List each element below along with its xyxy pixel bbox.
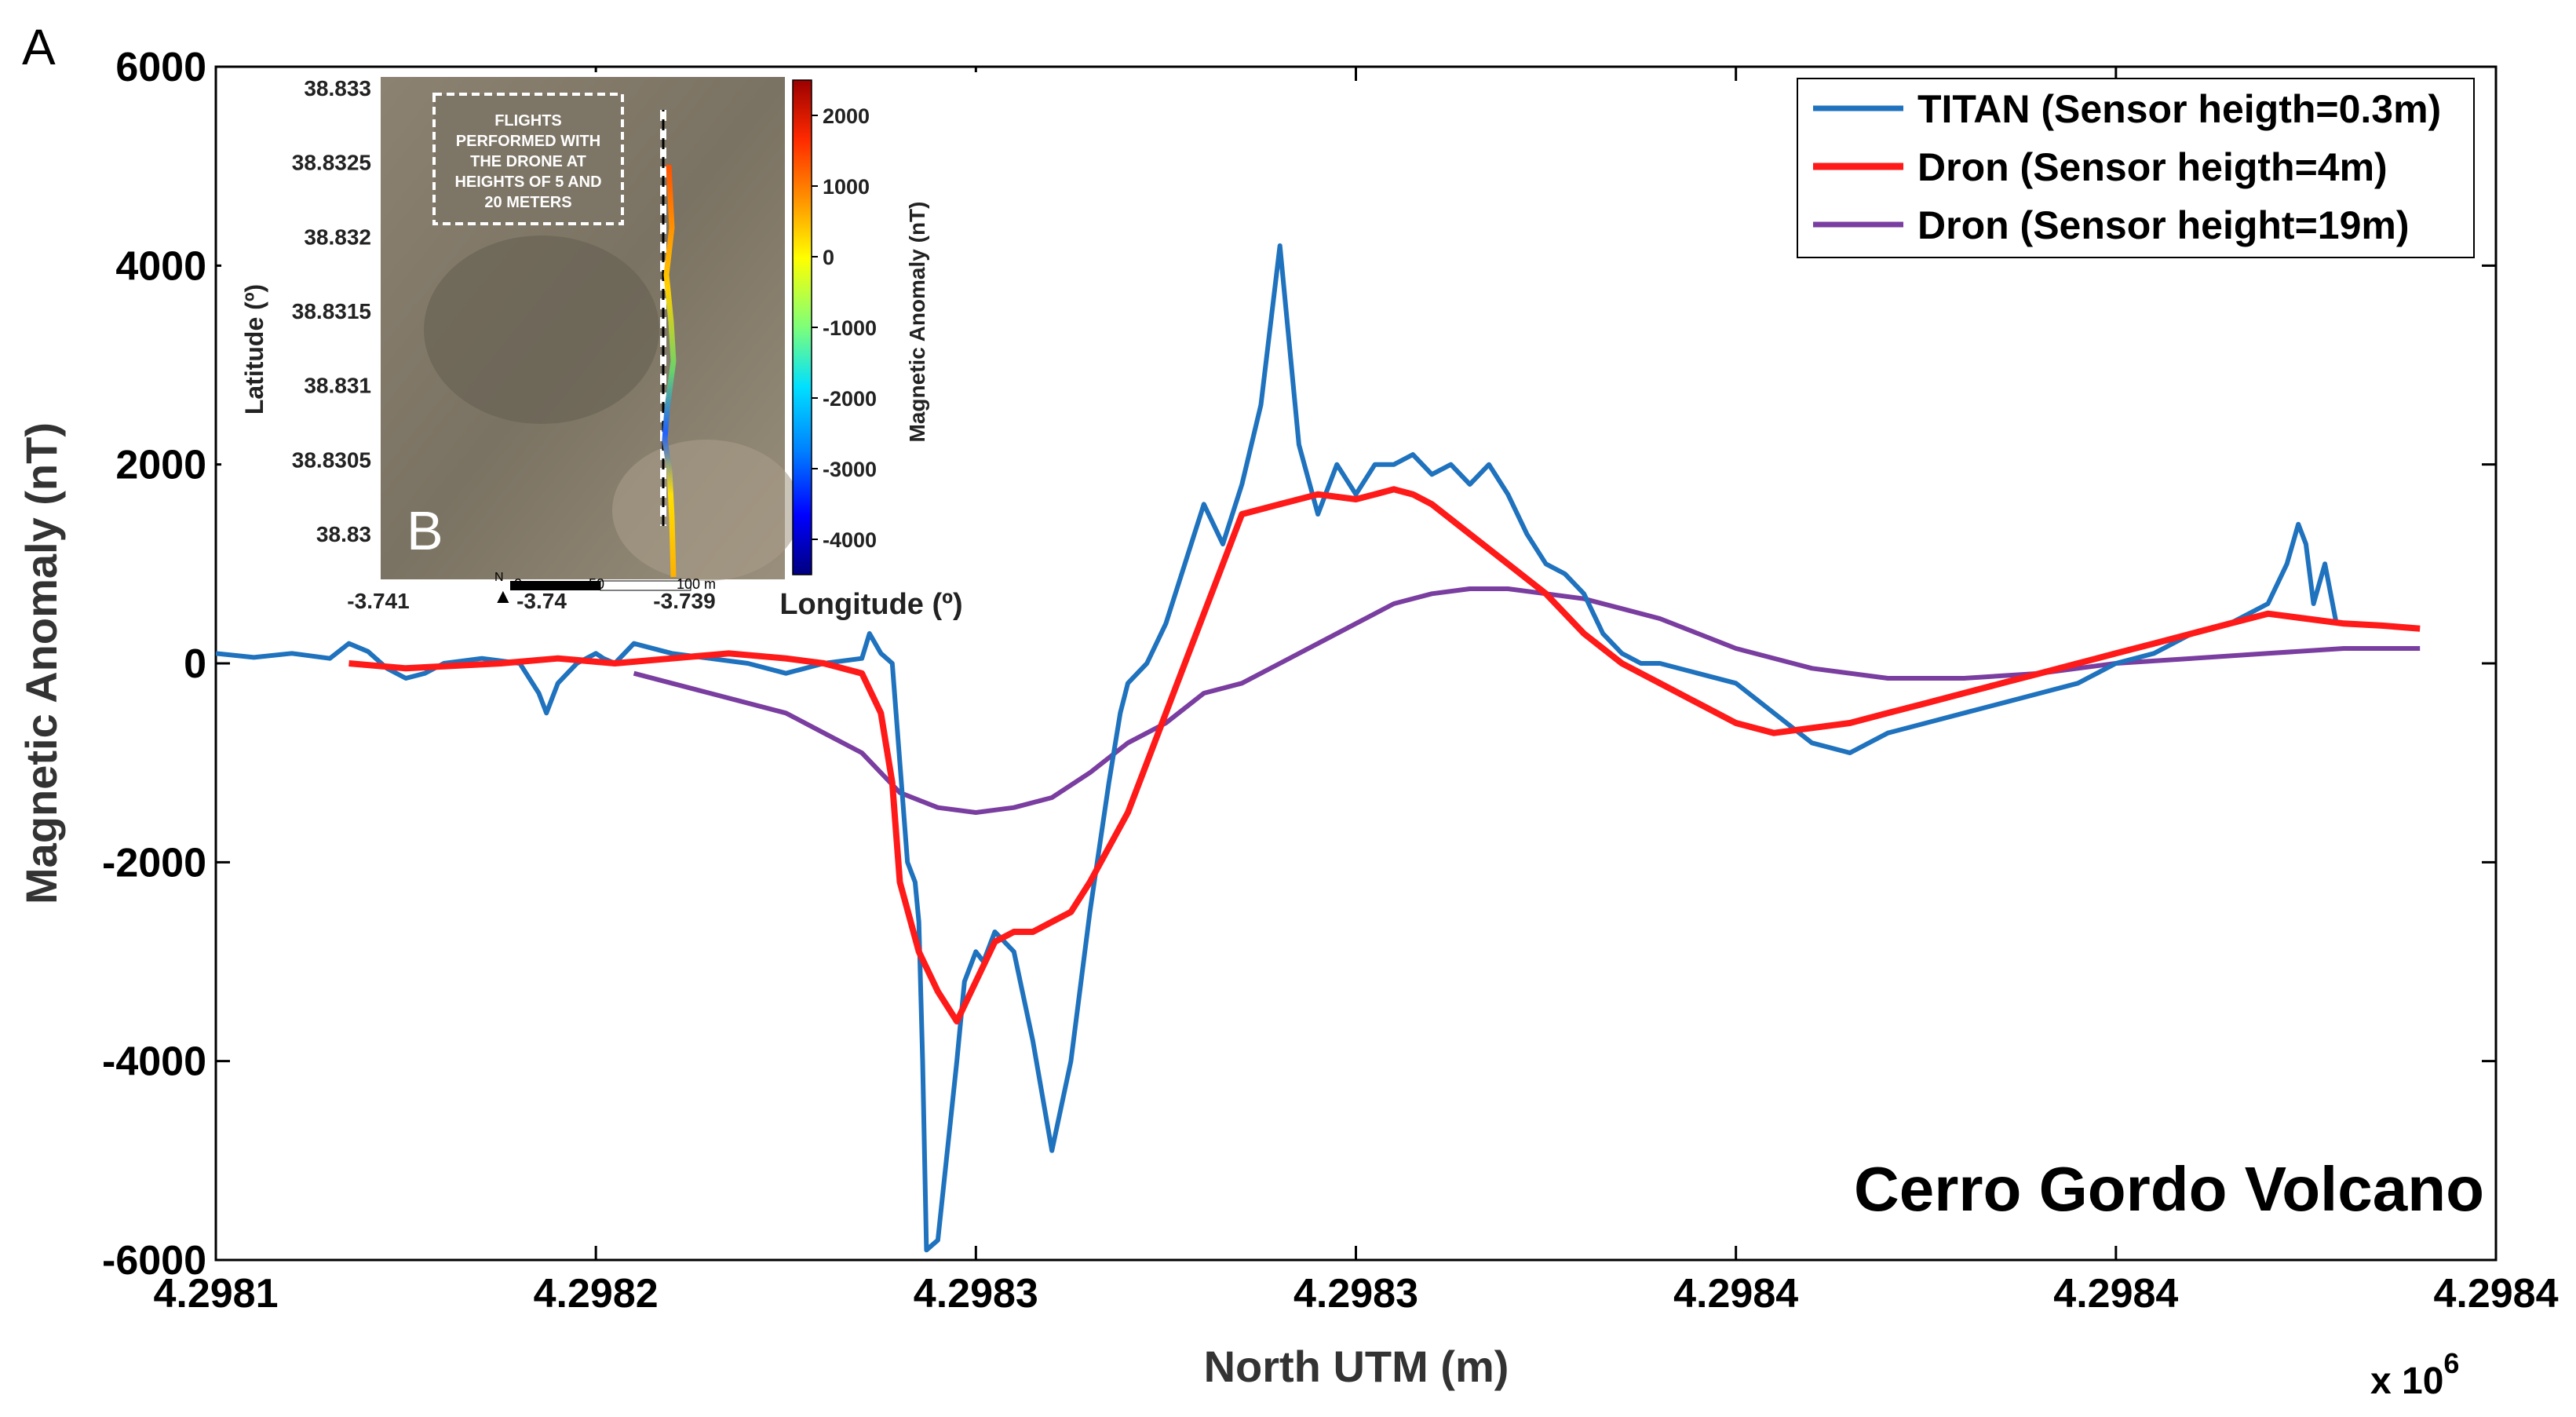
inset-lat-tick-label: 38.8315 <box>292 299 371 323</box>
inset-colorbar-ticks: 2000 1000 0 -1000 -2000 -3000 -4000 <box>812 104 877 552</box>
series-line-dron-19m <box>633 586 2421 815</box>
legend-label-titan: TITAN (Sensor heigth=0.3m) <box>1917 87 2441 131</box>
inset-latitude-label: Latitude (º) <box>240 284 268 415</box>
inset-map: FLIGHTS PERFORMED WITH THE DRONE AT HEIGHTS… <box>221 72 984 622</box>
colorbar-tick-label: -3000 <box>823 458 877 481</box>
inset-box-line: FLIGHTS <box>494 112 562 130</box>
legend-label-dron-4m: Dron (Sensor heigth=4m) <box>1917 145 2388 189</box>
y-tick-label: -2000 <box>102 840 206 886</box>
x-axis-multiplier: x 106 <box>2370 1347 2459 1402</box>
inset-scale-bar: 0 50 100 m ▲ N <box>493 571 716 608</box>
series-line-dron-4m <box>348 486 2421 1024</box>
colorbar-tick-label: -2000 <box>823 387 877 411</box>
y-tick-label: 6000 <box>115 45 206 90</box>
colorbar-tick-label: 0 <box>823 246 834 269</box>
inset-longitude-label: Longitude (º) <box>779 588 962 621</box>
inset-box-line: THE DRONE AT <box>470 153 586 170</box>
series-line-titan <box>216 243 2339 1253</box>
x-tick-label: 4.2982 <box>534 1271 659 1317</box>
inset-lon-tick-label: -3.74 <box>516 589 567 613</box>
y-ticks: -6000 -4000 -2000 0 2000 4000 6000 <box>102 45 2496 1284</box>
scale-bar-white <box>600 580 691 591</box>
inset-lat-tick-label: 38.8325 <box>292 151 371 175</box>
x-tick-label: 4.2984 <box>2433 1271 2558 1317</box>
inset-lon-tick-label: -3.741 <box>347 589 409 613</box>
x-tick-label: 4.2983 <box>1293 1271 1418 1317</box>
x-ticks: 4.2981 4.2982 4.2983 4.2983 4.2984 4.2984 4.29… <box>153 67 2559 1317</box>
inset-panel-label-b: B <box>407 500 443 561</box>
y-tick-label: 4000 <box>115 243 206 289</box>
inset-lat-tick-label: 38.832 <box>304 225 371 249</box>
colorbar-tick-label: -4000 <box>823 528 877 552</box>
y-tick-label: 0 <box>184 641 206 687</box>
colorbar-tick-label: -1000 <box>823 316 877 340</box>
series-layer <box>216 243 2421 1253</box>
inset-latitude-ticks: 38.833 38.8325 38.832 38.8315 38.831 38.8305 3… <box>292 76 371 546</box>
scale-label-50: 50 <box>589 576 604 592</box>
inset-terrain-dark <box>424 236 659 424</box>
y-tick-label: -6000 <box>102 1238 206 1284</box>
y-tick-label: -4000 <box>102 1039 206 1085</box>
inset-colorbar-label: Magnetic Anomaly (nT) <box>905 202 929 443</box>
inset-colorbar <box>792 79 812 575</box>
scale-bar-black <box>510 581 600 590</box>
north-arrow-icon: ▲ <box>493 584 513 608</box>
inset-box-line: 20 METERS <box>484 194 571 211</box>
inset-terrain-light <box>612 440 801 581</box>
colorbar-tick-label: 2000 <box>823 104 870 128</box>
panel-label-a: A <box>22 19 56 75</box>
x-tick-label: 4.2984 <box>2053 1271 2178 1317</box>
legend-label-dron-19m: Dron (Sensor height=19m) <box>1917 203 2410 247</box>
y-axis-label: Magnetic Anomaly (nT) <box>16 422 66 904</box>
inset-lat-tick-label: 38.83 <box>316 522 371 546</box>
inset-box-text: FLIGHTS PERFORMED WITH THE DRONE AT HEIGHTS… <box>454 112 601 211</box>
inset-text-box <box>432 93 624 225</box>
annotation-cerro-gordo: Cerro Gordo Volcano <box>1854 1154 2484 1224</box>
x-axis-label: North UTM (m) <box>1204 1342 1509 1391</box>
scale-label-0: 0 <box>514 576 522 592</box>
inset-flight-track <box>662 164 677 578</box>
inset-box-line: PERFORMED WITH <box>456 133 600 150</box>
inset-longitude-ticks: -3.741 -3.74 -3.739 <box>347 589 715 613</box>
inset-lat-tick-label: 38.831 <box>304 374 371 398</box>
inset-box-line: HEIGHTS OF 5 AND <box>454 173 601 191</box>
x-tick-label: 4.2983 <box>914 1271 1038 1317</box>
x-multiplier-exponent: 6 <box>2443 1347 2459 1379</box>
inset-lon-tick-label: -3.739 <box>653 589 715 613</box>
x-tick-label: 4.2984 <box>1673 1271 1798 1317</box>
scale-label-100: 100 m <box>677 576 716 592</box>
legend-box <box>1797 78 2475 258</box>
y-tick-label: 2000 <box>115 443 206 488</box>
inset-lat-tick-label: 38.8305 <box>292 447 371 472</box>
north-label: N <box>494 571 504 584</box>
legend: TITAN (Sensor heigth=0.3m) Dron (Sensor … <box>1797 78 2475 258</box>
x-multiplier-base: x 10 <box>2370 1360 2443 1402</box>
x-tick-label: 4.2981 <box>153 1271 278 1317</box>
colorbar-tick-label: 1000 <box>823 175 870 199</box>
inset-lat-tick-label: 38.833 <box>304 76 371 100</box>
